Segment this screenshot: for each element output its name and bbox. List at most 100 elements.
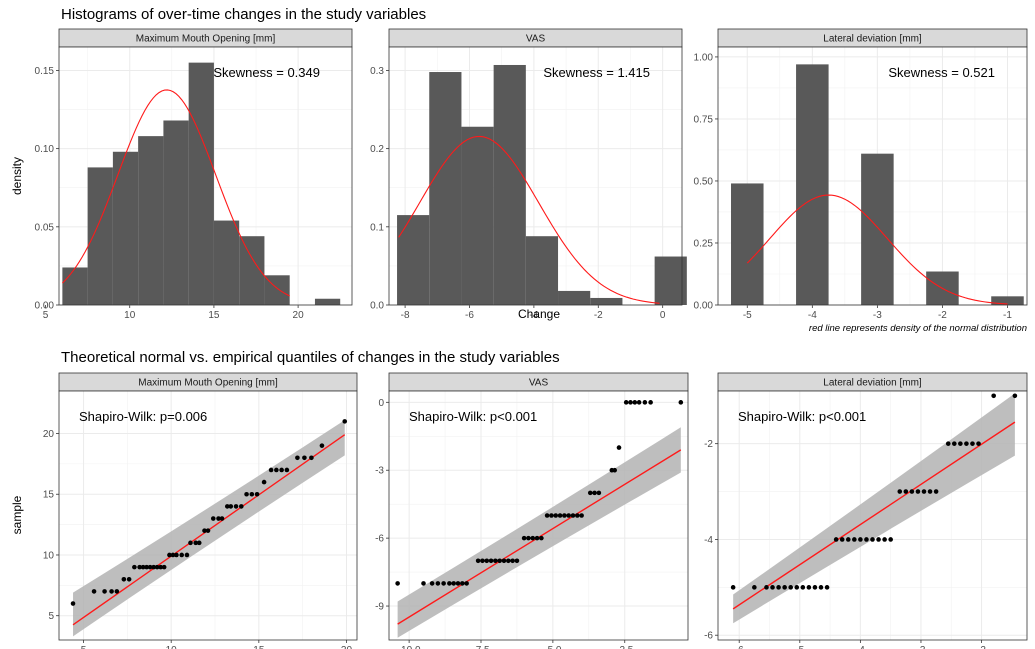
qq-point (970, 441, 975, 446)
qq-point (202, 528, 207, 533)
qq-point (421, 581, 426, 586)
qq-point (475, 558, 481, 564)
figure-caption: red line represents density of the norma… (809, 323, 1027, 334)
histogram-bar (112, 151, 139, 305)
x-tick-label: -4 (529, 310, 538, 321)
qq-point (488, 558, 494, 564)
panel-border (58, 390, 358, 641)
qq-point (196, 540, 202, 546)
panel-strip-label: Maximum Mouth Opening [mm] (136, 34, 276, 45)
histogram-bar (654, 256, 687, 305)
qq-point (623, 400, 629, 405)
y-tick-label: -6 (704, 631, 713, 642)
histogram-bar (590, 297, 623, 305)
qq-point (464, 581, 469, 586)
histogram-bar (525, 236, 559, 305)
y-tick-label: 10 (43, 550, 55, 561)
qq-point (648, 400, 653, 405)
qq-point (435, 581, 441, 586)
qq-point (279, 467, 284, 473)
x-tick-label: 15 (253, 645, 265, 649)
qq-point (151, 564, 156, 570)
qq-point (976, 441, 981, 446)
qq-point (121, 576, 127, 582)
confidence-band (397, 427, 681, 638)
qq-point (91, 589, 97, 594)
qq-point (818, 585, 824, 590)
qq-point (539, 535, 544, 541)
qq-point (244, 491, 249, 497)
x-tick-label: 5 (81, 645, 87, 649)
y-tick-label: 0.00 (694, 301, 714, 312)
qq-point (484, 558, 490, 564)
x-tick-label: -5.0 (544, 645, 562, 649)
qq-point (876, 537, 881, 542)
y-tick-label: 15 (43, 490, 55, 501)
panel-border (717, 46, 1028, 306)
x-tick-label: -8 (401, 310, 410, 321)
qq-point (534, 535, 540, 541)
qq-point (395, 581, 400, 586)
qq-point (812, 585, 818, 590)
qq-point (158, 564, 163, 570)
qq-point (441, 581, 446, 586)
qq-point (570, 513, 576, 518)
qq-point (562, 513, 567, 518)
qq-point (833, 537, 839, 542)
qq-point (806, 585, 812, 590)
qq-point (958, 441, 963, 446)
qq-point (616, 445, 622, 450)
panel-6: Lateral deviation [mm] -6 -5 -4 -3 -2 -6 -4 -2 Sh… (704, 372, 1028, 649)
qq-point (730, 585, 736, 590)
panel-border (388, 46, 683, 306)
histogram-bar (163, 120, 189, 305)
qq-point (497, 558, 502, 564)
x-tick-label: -2 (977, 645, 986, 649)
qq-point (501, 558, 507, 564)
x-tick-label: -5 (795, 645, 804, 649)
histogram-bar (558, 290, 591, 305)
qq-point (632, 400, 638, 405)
y-tick-label: 0.2 (370, 144, 384, 155)
x-tick-label: 20 (293, 310, 305, 321)
panel-strip-label: VAS (529, 378, 549, 389)
histogram-bar (429, 72, 462, 305)
qq-reference-line (397, 449, 682, 625)
qq-point (126, 576, 132, 582)
histogram-bar (314, 298, 341, 305)
x-tick-label: -6 (735, 645, 744, 649)
histogram-bar (188, 62, 214, 305)
qq-point (154, 564, 160, 570)
qq-point (188, 540, 193, 546)
qq-point (553, 513, 559, 518)
histogram-bar (461, 126, 494, 305)
y-axis-title-sample: sample (10, 495, 24, 534)
histogram-bar (493, 64, 526, 306)
qq-point (566, 513, 571, 518)
qq-point (903, 489, 909, 494)
qq-point (964, 441, 969, 446)
panel-border (388, 390, 689, 641)
qq-point (782, 585, 787, 590)
x-tick-label: -2.5 (616, 645, 634, 649)
x-tick-label: -4 (856, 645, 865, 649)
qq-point (309, 455, 314, 461)
x-tick-label: -2 (594, 310, 603, 321)
x-tick-label: -3 (873, 310, 882, 321)
qq-point (249, 491, 255, 497)
normal-density-curve (746, 194, 1008, 305)
y-tick-label: -4 (704, 535, 713, 546)
qq-point (951, 441, 957, 446)
qq-point (1012, 393, 1018, 399)
qq-point (945, 441, 951, 446)
x-tick-label: -4 (808, 310, 817, 321)
panel-3: Lateral deviation [mm] -5 -4 -3 -2 -1 0.00 0.25… (694, 28, 1028, 321)
qq-point (579, 513, 584, 518)
qq-point (205, 528, 211, 533)
qq-point (274, 467, 279, 473)
qq-point (612, 467, 617, 473)
qq-point (770, 585, 775, 590)
qq-point (549, 513, 554, 518)
qq-section-title: Theoretical normal vs. empirical quantil… (61, 349, 560, 366)
skewness-annotation: Skewness = 1.415 (543, 65, 650, 80)
